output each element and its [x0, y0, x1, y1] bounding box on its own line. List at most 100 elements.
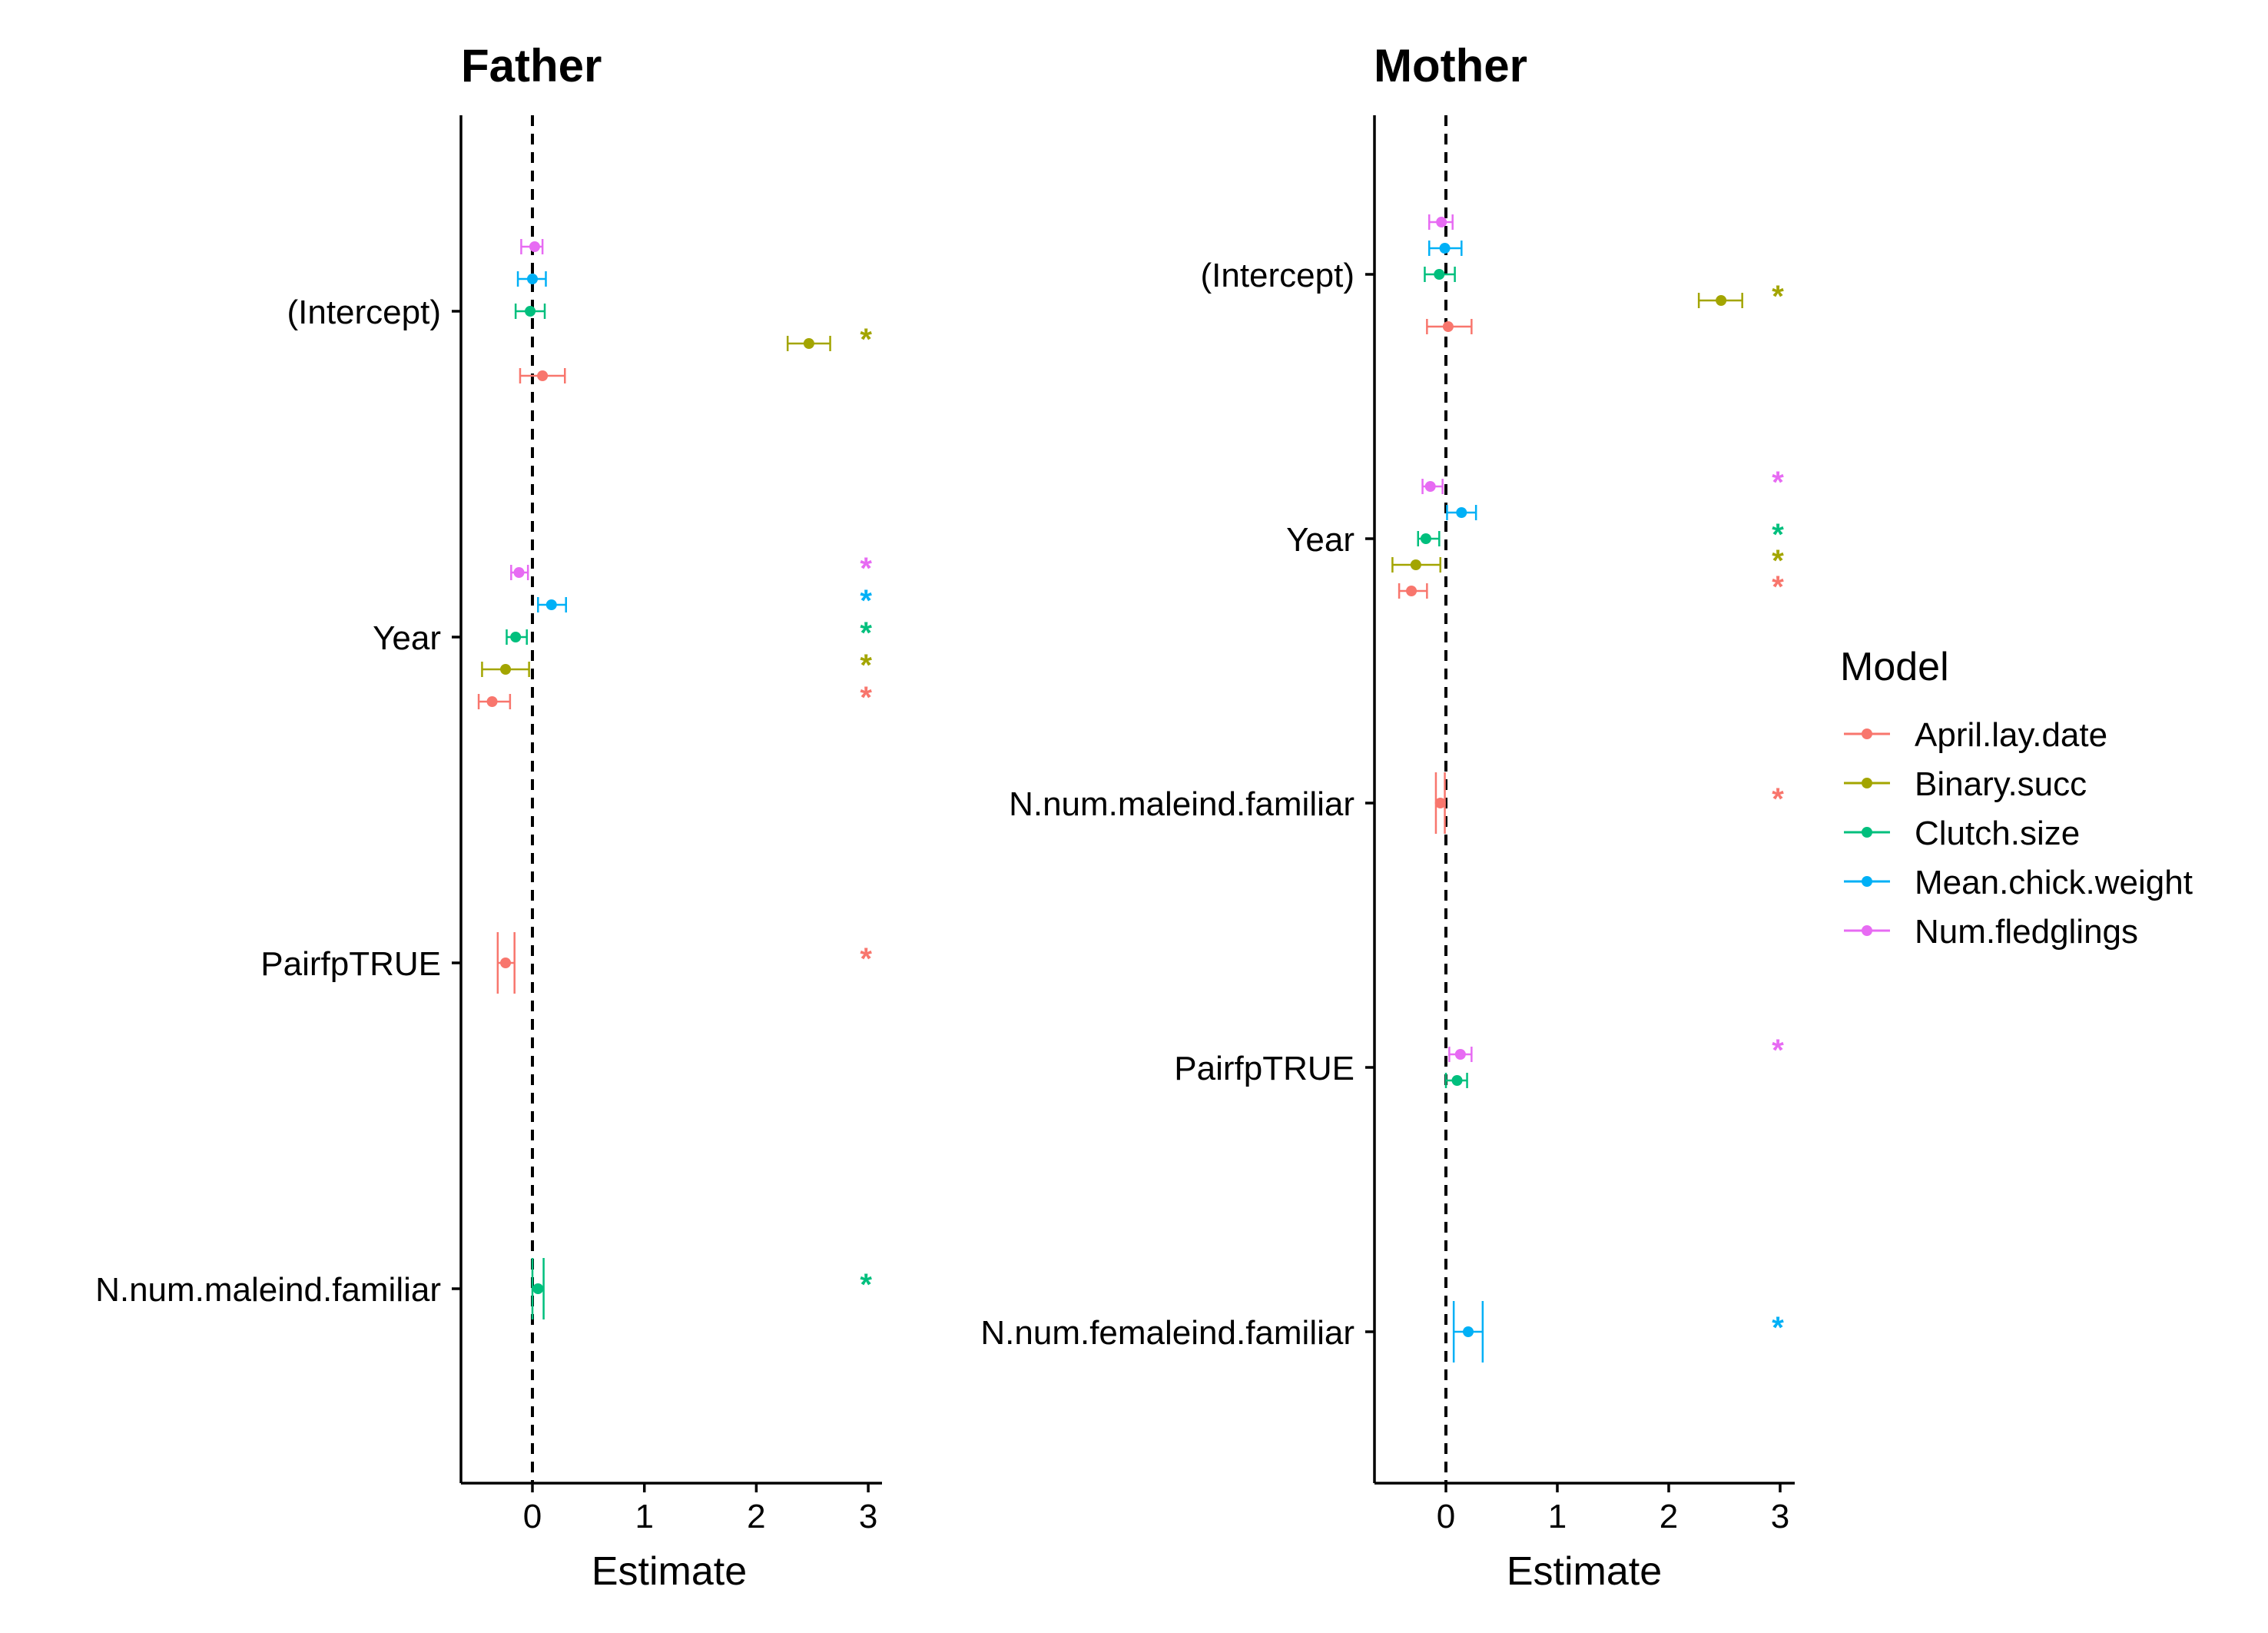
significance-star: * — [860, 1268, 872, 1302]
estimate-mark: * — [1421, 466, 1784, 500]
x-tick-label: 0 — [523, 1498, 542, 1535]
estimate-mark: * — [1448, 1034, 1784, 1067]
x-tick-label: 1 — [1548, 1498, 1567, 1535]
estimate-point — [1424, 481, 1436, 492]
estimate-mark: * — [510, 552, 872, 586]
estimate-point — [527, 274, 538, 284]
legend-item: Clutch.size — [1844, 815, 2080, 852]
mother-panel: Mother 0 1 2 3 (Intercept) Year N.num.maleind.… — [980, 40, 1795, 1594]
father-panel: Father 0 1 2 3 (Intercept) Year PairfpTRUE N.nu… — [95, 40, 882, 1594]
estimate-point — [1410, 559, 1421, 570]
legend-key-point — [1862, 778, 1872, 788]
legend-key-point — [1862, 876, 1872, 887]
estimate-mark — [516, 271, 547, 287]
legend-item-label: Mean.chick.weight — [1915, 864, 2193, 901]
estimate-mark: * — [1434, 772, 1784, 834]
estimate-point — [513, 567, 525, 578]
y-tick-label: N.num.maleind.familiar — [95, 1271, 441, 1309]
estimate-mark — [1428, 214, 1454, 230]
estimate-mark — [1428, 241, 1463, 256]
estimate-point — [1442, 321, 1454, 332]
y-tick-label: (Intercept) — [287, 294, 441, 331]
legend: Model April.lay.date Binary.succ Clutch.si… — [1840, 645, 2193, 951]
estimate-point — [1454, 1049, 1466, 1060]
x-tick-label: 0 — [1437, 1498, 1455, 1535]
significance-star: * — [1772, 280, 1784, 314]
legend-item: Binary.succ — [1844, 765, 2087, 803]
estimate-point — [1451, 1075, 1463, 1086]
estimate-point — [510, 632, 522, 642]
estimate-mark: * — [786, 323, 872, 357]
y-tick-label: PairfpTRUE — [260, 945, 441, 983]
significance-star: * — [860, 649, 872, 682]
y-tick-label: N.num.femaleind.familiar — [980, 1314, 1354, 1352]
significance-star: * — [1772, 1311, 1784, 1345]
estimate-point — [1439, 243, 1451, 254]
mother-panel-title: Mother — [1374, 40, 1527, 91]
estimate-mark — [514, 304, 546, 319]
significance-star: * — [1772, 782, 1784, 816]
estimate-mark: * — [537, 584, 872, 618]
mother-plot-marks: 0 1 2 3 (Intercept) Year N.num.maleind.familia… — [980, 115, 1795, 1535]
significance-star: * — [1772, 1034, 1784, 1067]
significance-star: * — [860, 681, 872, 715]
estimate-mark: * — [1697, 280, 1784, 314]
estimate-point — [525, 306, 536, 317]
estimate-mark: * — [496, 932, 872, 994]
estimate-point — [1436, 217, 1447, 227]
estimate-mark — [1426, 319, 1473, 334]
estimate-point — [803, 338, 814, 349]
significance-star: * — [860, 942, 872, 976]
father-panel-title: Father — [461, 40, 602, 91]
estimate-mark — [1424, 267, 1456, 282]
estimate-mark — [520, 239, 544, 254]
legend-item-label: Binary.succ — [1915, 765, 2087, 803]
legend-item: Mean.chick.weight — [1844, 864, 2193, 901]
estimate-point — [500, 958, 512, 968]
significance-star: * — [860, 323, 872, 357]
estimate-point — [1406, 586, 1418, 596]
estimate-mark — [519, 368, 566, 383]
legend-items: April.lay.date Binary.succ Clutch.size Mean… — [1844, 716, 2193, 951]
x-tick-label: 3 — [859, 1498, 877, 1535]
y-tick-label: PairfpTRUE — [1174, 1050, 1354, 1087]
estimate-point — [532, 1283, 544, 1294]
x-tick-label: 1 — [635, 1498, 653, 1535]
estimate-mark: * — [531, 1258, 872, 1319]
y-tick-label: Year — [373, 619, 441, 657]
estimate-point — [529, 241, 540, 252]
estimate-point — [1463, 1326, 1474, 1337]
significance-star: * — [1772, 466, 1784, 500]
significance-star: * — [1772, 544, 1784, 578]
x-tick-label: 2 — [1660, 1498, 1678, 1535]
estimate-mark: * — [1391, 544, 1784, 578]
y-tick-label: Year — [1286, 521, 1354, 559]
significance-star: * — [860, 584, 872, 618]
mother-x-axis-title: Estimate — [1507, 1549, 1662, 1594]
estimate-mark: * — [1417, 518, 1784, 552]
legend-item-label: April.lay.date — [1915, 716, 2107, 754]
estimate-mark: * — [506, 616, 872, 650]
estimate-mark — [1444, 1073, 1468, 1088]
estimate-mark: * — [1398, 570, 1784, 604]
legend-key-point — [1862, 827, 1872, 838]
father-x-axis-title: Estimate — [592, 1549, 747, 1594]
estimate-mark: * — [481, 649, 872, 682]
legend-item-label: Num.fledglings — [1915, 913, 2138, 951]
legend-item-label: Clutch.size — [1915, 815, 2080, 852]
significance-star: * — [860, 616, 872, 650]
estimate-point — [486, 696, 498, 707]
x-tick-label: 2 — [747, 1498, 765, 1535]
father-plot-marks: 0 1 2 3 (Intercept) Year PairfpTRUE N.num.malei… — [95, 115, 882, 1535]
y-tick-label: (Intercept) — [1200, 257, 1354, 294]
estimate-point — [1456, 507, 1467, 518]
legend-key-point — [1862, 925, 1872, 936]
legend-title: Model — [1840, 645, 1949, 689]
estimate-point — [500, 664, 512, 675]
estimate-point — [1420, 533, 1431, 544]
estimate-point — [545, 599, 557, 610]
legend-key-point — [1862, 729, 1872, 739]
significance-star: * — [1772, 570, 1784, 604]
estimate-point — [1434, 798, 1446, 808]
